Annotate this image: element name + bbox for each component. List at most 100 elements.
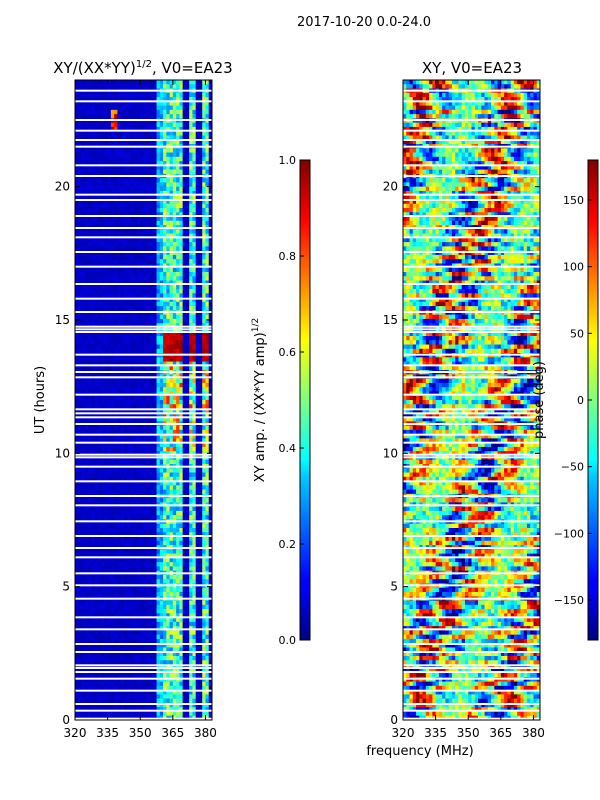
amplitude-cell bbox=[101, 323, 105, 329]
amplitude-cell bbox=[169, 451, 174, 457]
amplitude-cell bbox=[78, 434, 83, 439]
amplitude-cell bbox=[205, 259, 210, 265]
amplitude-cell bbox=[104, 101, 109, 107]
amplitude-cell bbox=[143, 442, 148, 448]
amplitude-cell bbox=[120, 387, 125, 393]
amplitude-cell bbox=[130, 340, 135, 346]
amplitude-cell bbox=[75, 246, 79, 252]
amplitude-cell bbox=[195, 528, 200, 533]
amplitude-cell bbox=[143, 361, 148, 367]
amplitude-cell bbox=[185, 109, 190, 115]
amplitude-cell bbox=[130, 485, 135, 491]
amplitude-cell bbox=[176, 306, 180, 311]
amplitude-cell bbox=[88, 536, 92, 542]
amplitude-cell bbox=[117, 523, 122, 529]
amplitude-cell bbox=[208, 182, 212, 188]
amplitude-cell bbox=[91, 301, 96, 307]
amplitude-cell bbox=[104, 528, 109, 533]
amplitude-cell bbox=[169, 267, 174, 273]
amplitude-cell bbox=[133, 365, 138, 371]
amplitude-cell bbox=[94, 105, 99, 111]
amplitude-cell bbox=[78, 254, 83, 260]
amplitude-cell bbox=[205, 216, 210, 222]
amplitude-cell bbox=[195, 331, 200, 337]
amplitude-cell bbox=[205, 574, 210, 580]
amplitude-cell bbox=[94, 242, 99, 247]
amplitude-cell bbox=[110, 259, 115, 265]
amplitude-cell bbox=[202, 515, 207, 521]
amplitude-cell bbox=[140, 485, 145, 491]
amplitude-cell bbox=[202, 242, 207, 247]
amplitude-cell bbox=[101, 80, 105, 85]
amplitude-cell bbox=[189, 498, 194, 503]
amplitude-cell bbox=[172, 182, 177, 188]
amplitude-cell bbox=[153, 344, 158, 350]
amplitude-cell bbox=[104, 579, 109, 585]
amplitude-cell bbox=[185, 186, 190, 192]
amplitude-cell bbox=[88, 331, 92, 337]
amplitude-cell bbox=[195, 254, 200, 260]
amplitude-cell bbox=[84, 178, 89, 183]
amplitude-cell bbox=[94, 165, 99, 171]
amplitude-cell bbox=[195, 344, 200, 350]
amplitude-cell bbox=[75, 412, 79, 418]
amplitude-cell bbox=[78, 169, 83, 175]
amplitude-cell bbox=[195, 297, 200, 303]
amplitude-cell bbox=[182, 80, 187, 85]
amplitude-cell bbox=[208, 242, 212, 247]
amplitude-cell bbox=[185, 438, 190, 444]
amplitude-cell bbox=[75, 276, 79, 282]
amplitude-cell bbox=[159, 336, 164, 341]
amplitude-cell bbox=[91, 438, 96, 444]
amplitude-cell bbox=[91, 212, 96, 218]
amplitude-cell bbox=[208, 446, 212, 452]
amplitude-cell bbox=[198, 348, 203, 354]
amplitude-cell bbox=[146, 199, 151, 205]
amplitude-cell bbox=[202, 186, 207, 192]
amplitude-cell bbox=[202, 459, 207, 465]
amplitude-cell bbox=[208, 532, 212, 538]
amplitude-cell bbox=[81, 297, 86, 303]
amplitude-cell bbox=[166, 97, 171, 102]
amplitude-cell bbox=[150, 126, 154, 132]
amplitude-cell bbox=[75, 446, 79, 452]
amplitude-cell bbox=[198, 481, 203, 486]
amplitude-cell bbox=[81, 408, 86, 414]
amplitude-cell bbox=[198, 105, 203, 111]
amplitude-cell bbox=[84, 152, 89, 158]
amplitude-cell bbox=[127, 212, 132, 218]
amplitude-cell bbox=[185, 199, 190, 205]
amplitude-cell bbox=[136, 536, 141, 542]
amplitude-cell bbox=[140, 216, 145, 222]
amplitude-cell bbox=[136, 318, 141, 324]
amplitude-cell bbox=[150, 165, 154, 171]
amplitude-cell bbox=[91, 451, 96, 457]
amplitude-cell bbox=[94, 229, 99, 235]
amplitude-cell bbox=[195, 365, 200, 371]
amplitude-cell bbox=[101, 459, 105, 465]
amplitude-cell bbox=[75, 434, 79, 439]
amplitude-cell bbox=[136, 284, 141, 290]
amplitude-cell bbox=[176, 451, 180, 457]
amplitude-cell bbox=[198, 468, 203, 474]
amplitude-cell bbox=[127, 417, 132, 422]
amplitude-cell bbox=[78, 208, 83, 213]
amplitude-cell bbox=[169, 425, 174, 431]
amplitude-cell bbox=[123, 276, 128, 282]
amplitude-cell bbox=[123, 562, 128, 567]
amplitude-cell bbox=[192, 242, 197, 247]
amplitude-cell bbox=[159, 284, 164, 290]
amplitude-cell bbox=[202, 412, 207, 418]
amplitude-cell bbox=[123, 451, 128, 457]
amplitude-cell bbox=[133, 336, 138, 341]
amplitude-cell bbox=[143, 425, 148, 431]
amplitude-cell bbox=[78, 293, 83, 299]
amplitude-cell bbox=[179, 165, 184, 171]
amplitude-cell bbox=[114, 178, 118, 183]
amplitude-cell bbox=[130, 92, 135, 98]
amplitude-cell bbox=[192, 306, 197, 311]
amplitude-cell bbox=[110, 272, 115, 277]
amplitude-cell bbox=[123, 579, 128, 585]
amplitude-cell bbox=[208, 361, 212, 367]
amplitude-cell bbox=[166, 336, 171, 341]
